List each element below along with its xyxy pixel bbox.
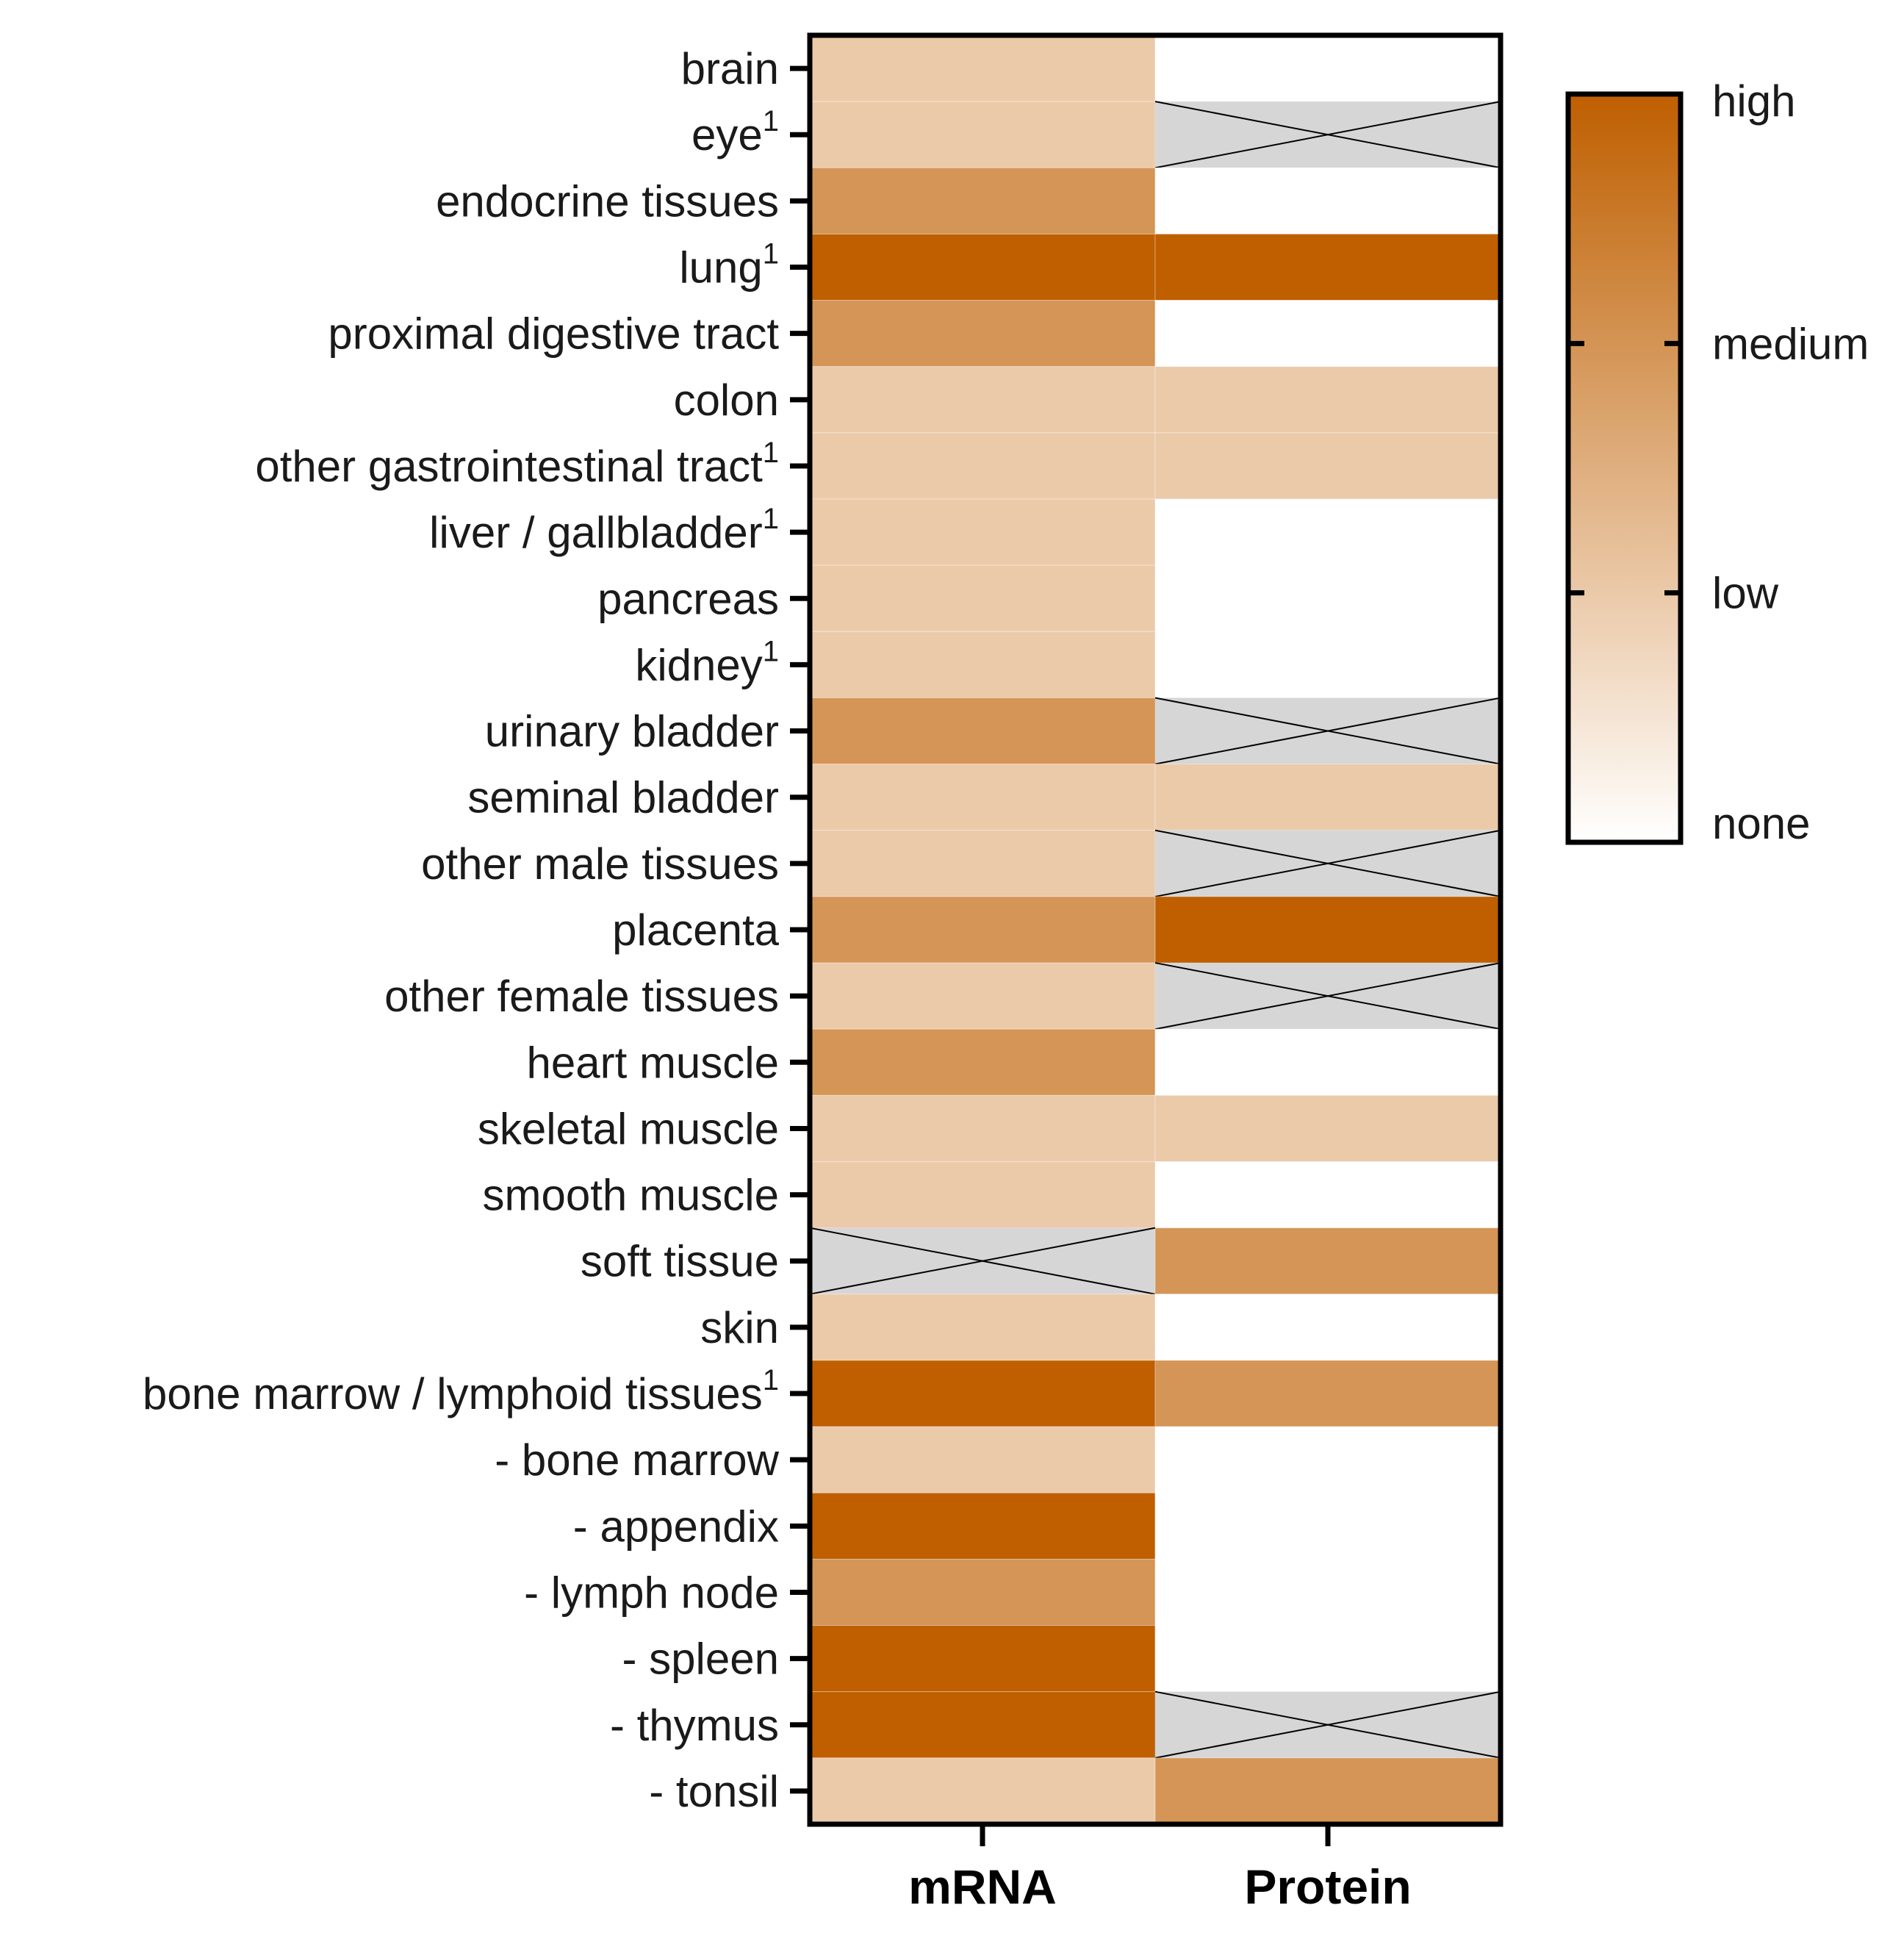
cell-mrna-spleen (809, 1625, 1156, 1693)
row-label: - bone marrow (495, 1435, 779, 1485)
cell-mrna-smooth-muscle (809, 1161, 1156, 1229)
cell-mrna-colon (809, 366, 1156, 434)
row-label: - tonsil (649, 1767, 779, 1816)
row-label: endocrine tissues (436, 176, 779, 226)
cell-missing-protein-other-female-tissues (1154, 962, 1501, 1030)
heatmap-cells (809, 35, 1501, 1825)
cell-mrna-kidney (809, 631, 1156, 698)
cell-mrna-pancreas (809, 564, 1156, 632)
cell-mrna-liver-gallbladder (809, 498, 1156, 566)
cell-missing-protein-eye (1154, 101, 1501, 169)
cell-mrna-appendix (809, 1492, 1156, 1560)
cell-protein-seminal-bladder (1154, 764, 1501, 831)
cell-protein-other-gastrointestinal-tract (1154, 432, 1501, 500)
cell-mrna-heart-muscle (809, 1028, 1156, 1096)
row-label: brain (681, 44, 779, 93)
cell-protein-kidney (1154, 631, 1501, 698)
cell-protein-skeletal-muscle (1154, 1094, 1501, 1163)
row-label: skin (700, 1303, 779, 1352)
cell-mrna-eye (809, 101, 1156, 168)
cell-protein-liver-gallbladder (1154, 498, 1501, 566)
legend-label-low: low (1712, 569, 1779, 618)
row-label: eye1 (691, 105, 779, 159)
legend-gradient-bar (1565, 91, 1684, 845)
color-legend: high medium low none (1565, 76, 1869, 848)
row-label: - lymph node (524, 1568, 779, 1617)
cell-protein-tonsil (1154, 1757, 1501, 1825)
row-label: - thymus (610, 1701, 779, 1750)
row-label: lung1 (679, 238, 779, 293)
cell-mrna-urinary-bladder (809, 697, 1156, 765)
cell-protein-spleen (1154, 1625, 1501, 1693)
row-label: seminal bladder (467, 773, 779, 822)
cell-missing-mrna-soft-tissue (809, 1227, 1156, 1295)
cell-mrna-other-female-tissues (809, 962, 1156, 1030)
row-label: placenta (612, 905, 779, 955)
row-label: pancreas (597, 574, 779, 623)
row-label: colon (674, 376, 779, 425)
row-label: kidney1 (635, 635, 779, 689)
cell-mrna-endocrine-tissues (809, 167, 1156, 234)
cell-mrna-other-male-tissues (809, 830, 1156, 897)
row-label: - appendix (573, 1502, 779, 1551)
row-label: liver / gallbladder1 (429, 503, 779, 557)
cell-protein-brain (1154, 35, 1501, 102)
cell-protein-bone-marrow (1154, 1426, 1501, 1493)
cell-missing-protein-urinary-bladder (1154, 697, 1501, 765)
cell-protein-appendix (1154, 1492, 1501, 1560)
row-label: other male tissues (421, 839, 779, 889)
row-label: other female tissues (384, 972, 779, 1021)
legend-label-high: high (1712, 76, 1795, 126)
cell-protein-endocrine-tissues (1154, 167, 1501, 234)
cell-mrna-brain (809, 35, 1156, 102)
row-label: heart muscle (527, 1038, 779, 1087)
cell-protein-heart-muscle (1154, 1028, 1501, 1096)
cell-protein-lymph-node (1154, 1558, 1501, 1626)
column-label-protein: Protein (1244, 1859, 1411, 1914)
row-labels: brain eye1 endocrine tissues lung1 proximal … (143, 44, 808, 1816)
cell-protein-bone-marrow-lymphoid-tissues (1154, 1360, 1501, 1427)
cell-protein-soft-tissue (1154, 1227, 1501, 1295)
row-label: soft tissue (581, 1237, 779, 1286)
cell-protein-smooth-muscle (1154, 1161, 1501, 1229)
cell-missing-protein-thymus (1154, 1690, 1501, 1759)
cell-mrna-seminal-bladder (809, 764, 1156, 831)
cell-mrna-proximal-digestive-tract (809, 300, 1156, 367)
cell-protein-proximal-digestive-tract (1154, 300, 1501, 367)
cell-mrna-bone-marrow-lymphoid-tissues (809, 1360, 1156, 1427)
cell-protein-placenta (1154, 896, 1501, 964)
legend-label-medium: medium (1712, 319, 1869, 368)
row-label: urinary bladder (485, 707, 779, 756)
row-label: smooth muscle (483, 1171, 779, 1220)
cell-mrna-skin (809, 1294, 1156, 1361)
cell-mrna-other-gastrointestinal-tract (809, 432, 1156, 500)
row-label: bone marrow / lymphoid tissues1 (143, 1364, 779, 1418)
row-label: skeletal muscle (478, 1104, 779, 1153)
cell-protein-lung (1154, 233, 1501, 301)
column-axis: mRNA Protein (908, 1824, 1412, 1914)
row-label: other gastrointestinal tract1 (255, 437, 779, 491)
cell-missing-protein-other-male-tissues (1154, 829, 1501, 897)
cell-mrna-thymus (809, 1691, 1156, 1759)
cell-protein-skin (1154, 1294, 1501, 1361)
cell-protein-pancreas (1154, 564, 1501, 632)
cell-protein-colon (1154, 366, 1501, 434)
legend-label-none: none (1712, 799, 1810, 848)
plot-frame (807, 32, 1504, 1827)
column-label-mrna: mRNA (908, 1859, 1057, 1914)
cell-mrna-skeletal-muscle (809, 1094, 1156, 1163)
cell-mrna-placenta (809, 896, 1156, 964)
row-label: - spleen (622, 1635, 779, 1684)
cell-mrna-lung (809, 233, 1156, 301)
cell-mrna-bone-marrow (809, 1426, 1156, 1493)
cell-mrna-lymph-node (809, 1558, 1156, 1626)
cell-mrna-tonsil (809, 1757, 1156, 1825)
row-label: proximal digestive tract (328, 309, 779, 359)
